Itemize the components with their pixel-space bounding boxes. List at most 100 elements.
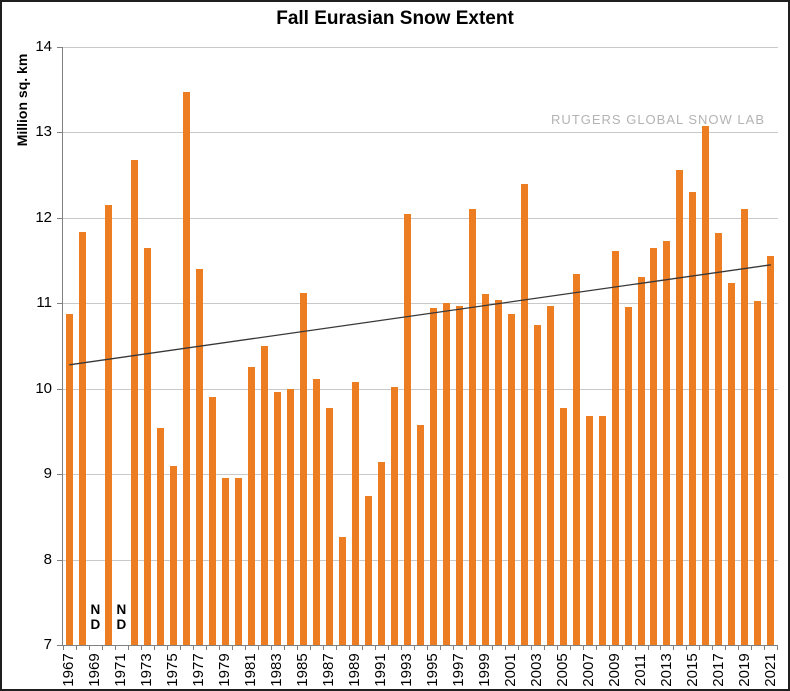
bar-1990 bbox=[364, 496, 372, 645]
x-tick-label-2005: 2005 bbox=[554, 653, 571, 687]
x-tick-21 bbox=[335, 646, 337, 650]
x-tick-8 bbox=[166, 646, 168, 650]
bar-2020 bbox=[754, 300, 762, 645]
x-tick-2 bbox=[88, 646, 90, 650]
y-tick-11 bbox=[57, 303, 63, 305]
x-tick-label-1967: 1967 bbox=[60, 653, 78, 687]
bar-1999 bbox=[481, 293, 489, 645]
bar-1992 bbox=[390, 387, 398, 645]
x-tick-45 bbox=[647, 646, 649, 650]
x-tick-label-1987: 1987 bbox=[320, 653, 338, 687]
x-tick-6 bbox=[140, 646, 142, 650]
x-tick-5 bbox=[127, 646, 129, 650]
x-tick-51 bbox=[725, 646, 727, 650]
x-tick-36 bbox=[530, 646, 532, 650]
x-tick-label-1977: 1977 bbox=[190, 653, 208, 687]
x-tick-label-2013: 2013 bbox=[657, 653, 675, 687]
x-tick-label-1973: 1973 bbox=[138, 653, 156, 687]
x-tick-43 bbox=[621, 646, 623, 650]
bar-1968 bbox=[78, 231, 86, 645]
gridline-y-14 bbox=[63, 47, 778, 48]
bar-2016 bbox=[702, 126, 710, 645]
x-tick-23 bbox=[361, 646, 363, 650]
x-tick-label-2015: 2015 bbox=[683, 653, 701, 687]
x-tick-label-2009: 2009 bbox=[606, 653, 623, 687]
x-tick-37 bbox=[543, 646, 545, 650]
bar-2009 bbox=[611, 251, 619, 645]
x-tick-28 bbox=[426, 646, 428, 650]
y-axis-line bbox=[62, 47, 63, 645]
bar-2017 bbox=[715, 233, 723, 645]
x-tick-46 bbox=[660, 646, 662, 650]
bar-1983 bbox=[273, 392, 281, 645]
bar-1985 bbox=[299, 293, 307, 645]
x-tick-4 bbox=[114, 646, 116, 650]
x-tick-39 bbox=[569, 646, 571, 650]
bar-2012 bbox=[650, 247, 658, 645]
x-tick-22 bbox=[348, 646, 350, 650]
x-tick-label-1971: 1971 bbox=[112, 653, 130, 687]
x-tick-label-1995: 1995 bbox=[424, 653, 442, 687]
y-axis-title: Million sq. km bbox=[14, 53, 30, 147]
bar-1978 bbox=[208, 397, 216, 645]
bar-1976 bbox=[182, 92, 190, 645]
bar-2003 bbox=[533, 324, 541, 645]
x-tick-15 bbox=[257, 646, 259, 650]
y-tick-7 bbox=[57, 645, 63, 646]
y-tick-10 bbox=[57, 388, 63, 390]
x-tick-26 bbox=[400, 646, 402, 650]
x-tick-42 bbox=[608, 646, 610, 650]
x-tick-label-2001: 2001 bbox=[502, 653, 520, 687]
bar-2007 bbox=[585, 416, 593, 645]
y-tick-14 bbox=[57, 47, 63, 48]
bar-1981 bbox=[247, 366, 255, 645]
x-tick-17 bbox=[283, 646, 285, 650]
bar-2021 bbox=[767, 256, 775, 645]
y-tick-label-11: 11 bbox=[36, 294, 52, 312]
y-tick-12 bbox=[57, 217, 63, 219]
y-tick-label-12: 12 bbox=[35, 208, 52, 226]
x-tick-16 bbox=[270, 646, 272, 650]
x-tick-38 bbox=[556, 646, 558, 650]
x-tick-label-1991: 1991 bbox=[372, 653, 390, 687]
bar-2014 bbox=[676, 170, 684, 645]
x-tick-18 bbox=[296, 646, 298, 650]
bar-1998 bbox=[468, 208, 476, 645]
x-tick-label-1997: 1997 bbox=[450, 653, 468, 687]
x-axis-line bbox=[62, 645, 778, 646]
x-tick-55 bbox=[777, 646, 779, 650]
bar-2002 bbox=[520, 183, 528, 645]
bar-2018 bbox=[728, 282, 736, 645]
x-tick-label-2021: 2021 bbox=[761, 653, 779, 687]
x-tick-10 bbox=[192, 646, 194, 650]
x-tick-35 bbox=[517, 646, 519, 650]
bar-1989 bbox=[351, 381, 359, 645]
x-tick-31 bbox=[465, 646, 467, 650]
bar-2019 bbox=[741, 209, 749, 645]
x-tick-label-2007: 2007 bbox=[580, 653, 597, 687]
x-tick-48 bbox=[686, 646, 688, 650]
bar-1986 bbox=[312, 378, 320, 645]
bar-1984 bbox=[286, 388, 294, 645]
x-tick-24 bbox=[374, 646, 376, 650]
x-tick-50 bbox=[712, 646, 714, 650]
gridline-y-10 bbox=[63, 388, 778, 390]
bar-1987 bbox=[325, 408, 333, 645]
x-tick-54 bbox=[764, 646, 766, 650]
x-tick-label-1975: 1975 bbox=[164, 653, 182, 687]
x-tick-20 bbox=[322, 646, 324, 650]
bar-1979 bbox=[221, 478, 229, 645]
x-tick-label-1985: 1985 bbox=[294, 653, 312, 687]
y-tick-9 bbox=[57, 474, 63, 476]
bar-1991 bbox=[377, 462, 385, 645]
x-tick-32 bbox=[478, 646, 480, 650]
y-tick-13 bbox=[57, 132, 63, 134]
bar-1982 bbox=[260, 346, 268, 645]
bar-1975 bbox=[169, 465, 177, 645]
bar-2006 bbox=[572, 274, 580, 645]
y-tick-label-8: 8 bbox=[43, 550, 52, 568]
bar-2008 bbox=[598, 416, 606, 645]
x-tick-41 bbox=[595, 646, 597, 650]
